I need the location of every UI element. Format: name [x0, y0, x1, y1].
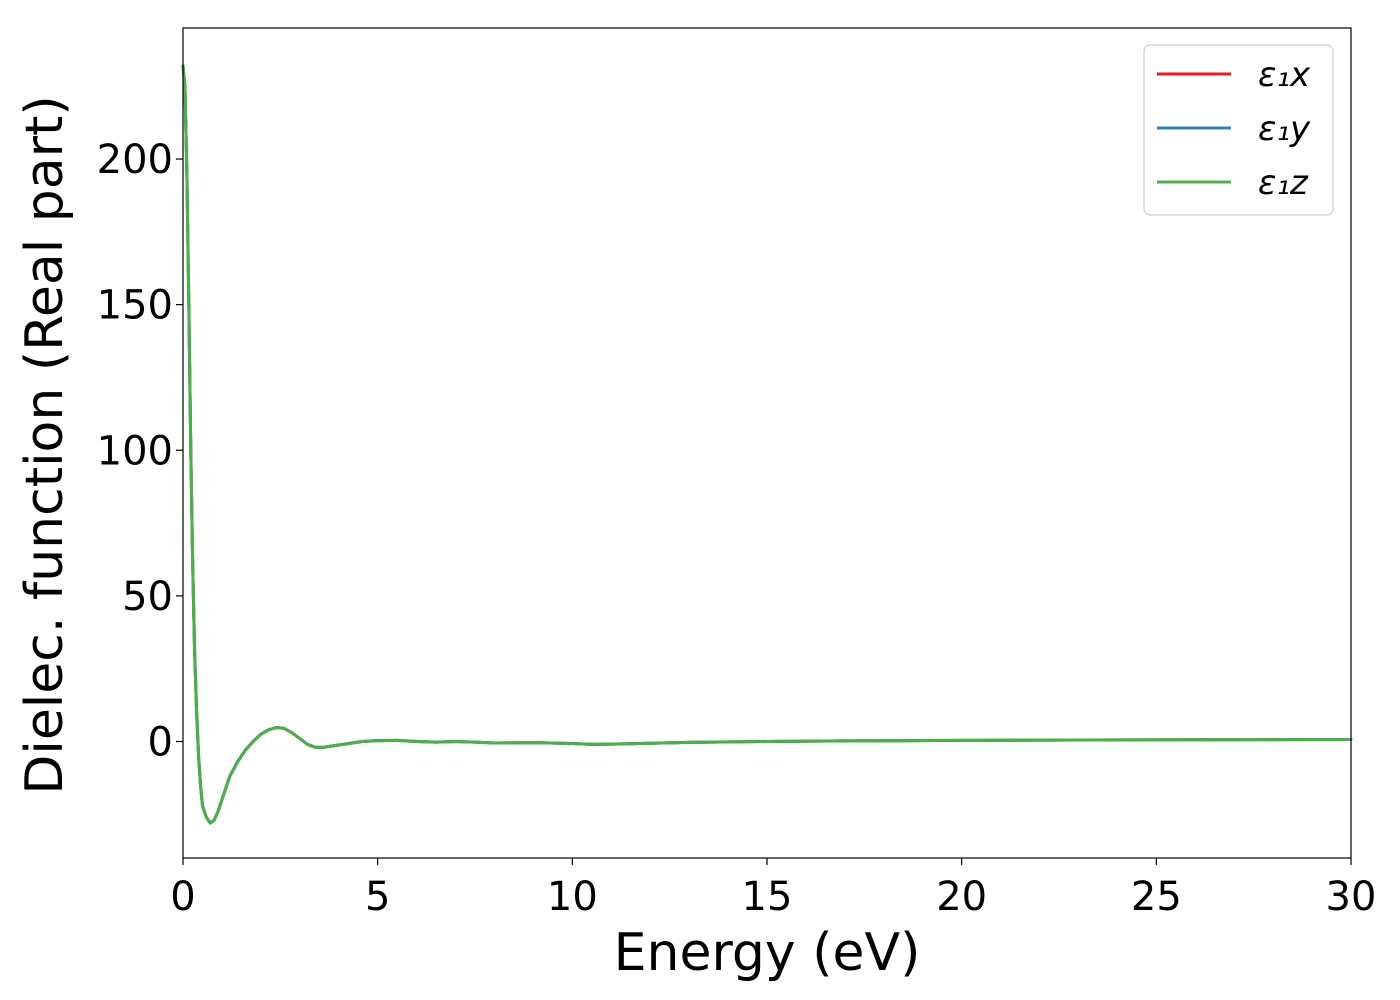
- legend-box: [1143, 44, 1334, 216]
- legend-label-3: ε₁z: [1258, 163, 1309, 203]
- x-tick-label: 0: [170, 874, 195, 920]
- y-tick-label: 200: [97, 137, 173, 183]
- x-tick-label: 25: [1131, 874, 1182, 920]
- x-tick-label: 20: [936, 874, 987, 920]
- y-tick-label: 50: [122, 574, 173, 620]
- y-axis-title: Dielec. function (Real part): [15, 95, 75, 794]
- legend-label-1: ε₁x: [1258, 55, 1311, 95]
- legend: ε₁x ε₁y ε₁z: [1143, 44, 1334, 216]
- series-layer: [181, 64, 1353, 825]
- x-tick-label: 10: [547, 874, 598, 920]
- x-tick-label: 30: [1326, 874, 1377, 920]
- y-tick-label: 0: [148, 720, 173, 766]
- x-tick-label: 15: [742, 874, 793, 920]
- legend-label-2: ε₁y: [1258, 109, 1311, 149]
- x-axis-ticks: 0 5 10 15 20 25 30: [170, 858, 1376, 920]
- y-axis-ticks: 0 50 100 150 200: [97, 137, 183, 766]
- series-line-3: [181, 64, 1353, 825]
- y-tick-label: 100: [97, 428, 173, 474]
- x-tick-label: 5: [365, 874, 390, 920]
- y-tick-label: 150: [97, 283, 173, 329]
- x-axis-title: Energy (eV): [614, 923, 921, 983]
